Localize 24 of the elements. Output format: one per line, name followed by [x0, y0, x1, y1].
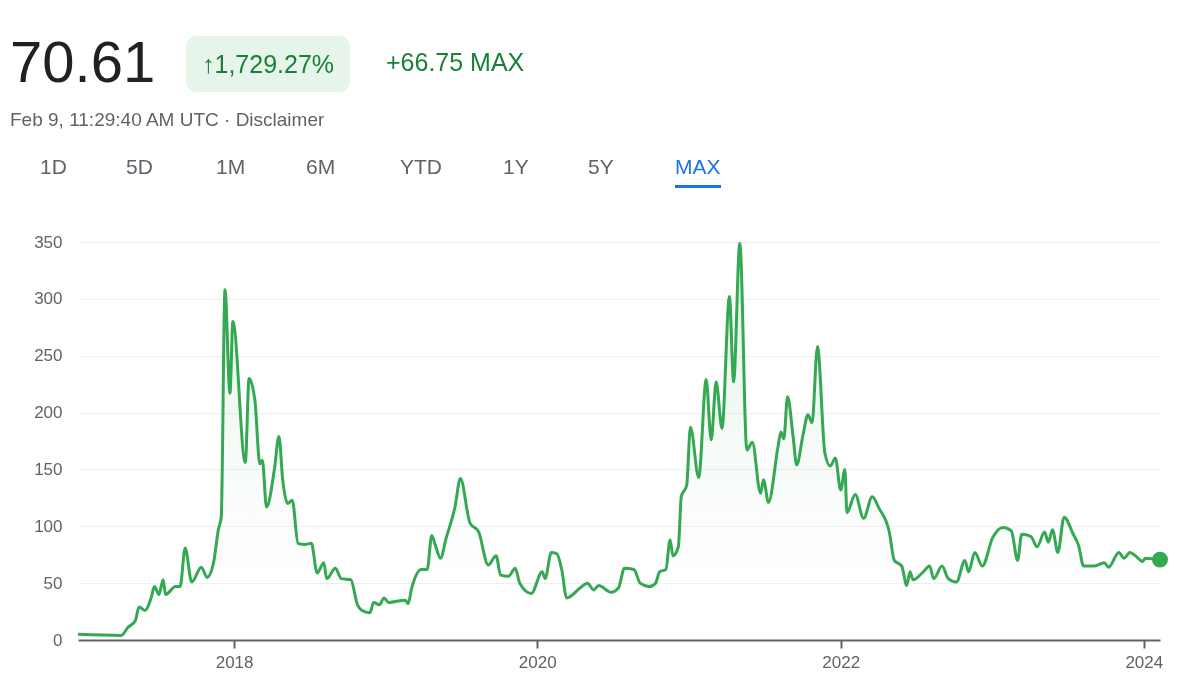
y-tick-label: 250 — [34, 346, 63, 366]
y-tick-label: 50 — [43, 573, 63, 593]
text: ↑1,729.27% — [186, 36, 351, 92]
text: YTD — [400, 155, 442, 180]
text: 5D — [126, 155, 153, 180]
y-tick-label: 300 — [34, 289, 63, 309]
chart-subtitle: Feb 9, 11:29:40 AM UTC · Disclaimer — [10, 109, 325, 131]
text: 6M — [306, 155, 336, 180]
text: 1Y — [503, 155, 529, 180]
x-tick-label: 2020 — [518, 652, 557, 672]
chart-title: 70.61 — [10, 28, 156, 95]
text: 1D — [40, 155, 67, 180]
y-tick-label: 100 — [34, 516, 63, 536]
x-tick-label: 2022 — [822, 652, 861, 672]
text: 1M — [216, 155, 246, 180]
y-tick-label: 150 — [34, 459, 63, 479]
x-tick-label: 2024 — [1125, 652, 1164, 672]
x-tick-label: 2018 — [215, 652, 254, 672]
text: +66.75 MAX — [386, 48, 525, 77]
y-tick-label: 350 — [34, 232, 63, 252]
text: 5Y — [588, 155, 614, 180]
y-tick-label: 0 — [53, 630, 63, 650]
y-tick-label: 200 — [34, 403, 63, 423]
text: MAX — [675, 155, 721, 188]
